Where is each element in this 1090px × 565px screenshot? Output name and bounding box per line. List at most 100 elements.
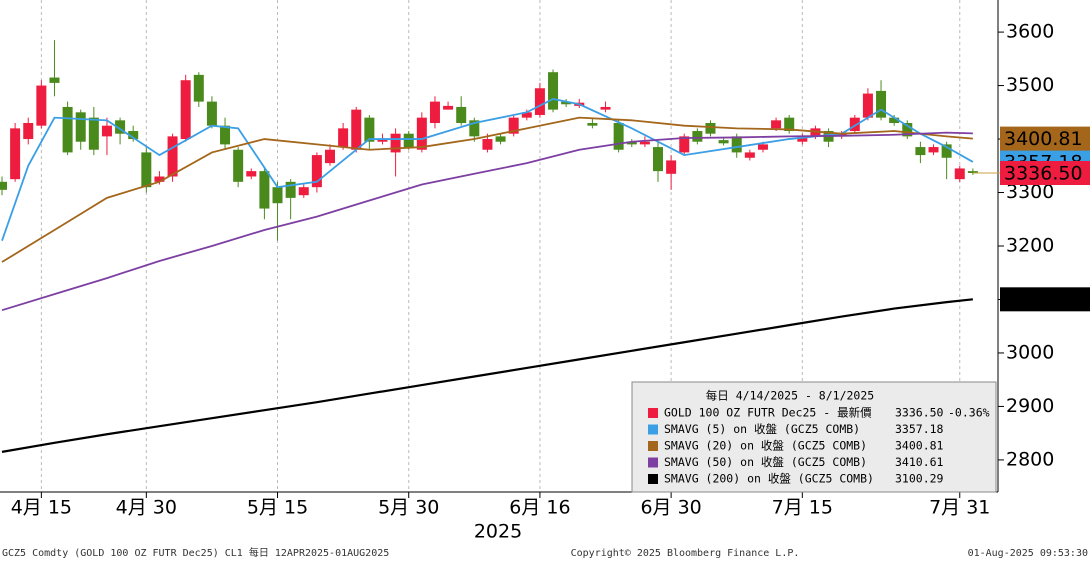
- value-tag-label: 3400.81: [1004, 128, 1083, 150]
- candle-body: [653, 147, 663, 172]
- candle-body: [469, 120, 480, 137]
- plot-area: [0, 40, 978, 453]
- candle-body: [626, 141, 637, 145]
- x-tick-label: 7月 15: [772, 497, 833, 519]
- candle-body: [154, 176, 165, 182]
- legend-swatch: [648, 474, 658, 484]
- value-tag: [1000, 161, 1090, 186]
- candle-body: [0, 181, 7, 190]
- legend-change: -0.36%: [948, 406, 990, 420]
- candle-body: [718, 140, 729, 144]
- legend-swatch: [648, 457, 658, 468]
- candle-body: [915, 147, 926, 156]
- legend-label: SMAVG (20) on 收盤 (GCZ5 COMB): [664, 439, 867, 453]
- x-tick-label: 5月 30: [378, 497, 439, 519]
- x-tick-label: 7月 31: [929, 497, 990, 519]
- candle-body: [141, 152, 152, 188]
- candle-body: [456, 106, 467, 123]
- moving-average-line: [1, 131, 973, 312]
- footer-center: Copyright© 2025 Bloomberg Finance L.P.: [571, 548, 800, 559]
- candle-body: [364, 117, 375, 142]
- legend-box: [631, 381, 997, 493]
- x-tick-label: 6月 16: [509, 497, 570, 519]
- candle-body: [259, 171, 270, 209]
- candle-body: [495, 136, 506, 142]
- candle-body: [679, 136, 690, 153]
- candle-body: [587, 123, 598, 126]
- candle-body: [889, 117, 900, 123]
- candle-body: [508, 117, 519, 134]
- x-tick-label: 4月 30: [116, 497, 177, 519]
- candle-body: [75, 112, 86, 142]
- legend-value: 3400.81: [895, 439, 944, 453]
- candle-body: [797, 136, 808, 142]
- value-tag-label: 3100.29: [1004, 289, 1083, 311]
- y-tick-label: 2800: [1006, 448, 1054, 470]
- x-tick-label: 4月 15: [11, 497, 72, 519]
- y-tick-label: 3200: [1006, 235, 1054, 257]
- candle-body: [62, 106, 73, 153]
- candle-body: [10, 128, 21, 180]
- footer-left: GCZ5 Comdty (GOLD 100 OZ FUTR Dec25) CL1…: [2, 546, 389, 559]
- candle-body: [849, 117, 860, 132]
- moving-average-line: [1, 116, 973, 263]
- candle-body: [862, 93, 873, 118]
- candle-body: [390, 133, 401, 153]
- candle-body: [639, 141, 650, 145]
- x-tick-label: 5月 15: [247, 497, 308, 519]
- candle-body: [206, 101, 217, 126]
- y-tick-label: 2900: [1006, 395, 1054, 417]
- value-tag-label: 3336.50: [1004, 163, 1083, 185]
- candle-body: [246, 171, 257, 177]
- candle-body: [377, 139, 388, 142]
- candle-body: [954, 168, 965, 180]
- value-tag: [1000, 287, 1090, 312]
- moving-average-line: [1, 97, 974, 241]
- candle-body: [744, 152, 755, 158]
- candle-body: [101, 125, 112, 137]
- legend-label: SMAVG (200) on 收盤 (GCZ5 COMB): [664, 472, 874, 486]
- legend-swatch: [648, 441, 658, 451]
- candle-body: [429, 101, 440, 123]
- candle-body: [272, 187, 283, 204]
- value-tag: [1000, 126, 1090, 151]
- y-tick-label: 3000: [1006, 341, 1054, 363]
- candle-body: [757, 144, 768, 150]
- candle-body: [115, 120, 126, 134]
- y-tick-label: 3500: [1006, 74, 1054, 96]
- candle-body: [416, 117, 427, 150]
- axes: 2800290030003100320033003400350036004月 1…: [11, 21, 1090, 519]
- x-axis-label: 2025: [474, 521, 522, 543]
- candle-body: [338, 128, 349, 148]
- candle-body: [928, 147, 939, 153]
- legend-value: 3336.50: [895, 406, 944, 420]
- candle-body: [784, 117, 795, 132]
- legend-value: 3100.29: [895, 472, 944, 486]
- candle-body: [613, 123, 624, 150]
- legend-label: GOLD 100 OZ FUTR Dec25 - 最新價: [664, 406, 872, 420]
- candle-body: [731, 136, 742, 153]
- footer-right: 01-Aug-2025 09:53:30: [968, 548, 1088, 559]
- candle-body: [285, 181, 296, 198]
- candle-body: [180, 80, 191, 140]
- candle-body: [443, 105, 454, 110]
- candle-body: [876, 90, 887, 118]
- candle-body: [534, 88, 545, 115]
- candle-body: [128, 131, 139, 140]
- candle-body: [311, 155, 322, 188]
- legend-value: 3410.61: [895, 455, 944, 469]
- candle-body: [902, 123, 913, 137]
- candle-body: [941, 144, 952, 158]
- legend: 每日 4/14/2025 - 8/1/2025 GOLD 100 OZ FUTR…: [631, 381, 997, 493]
- legend-swatch: [648, 408, 658, 418]
- candle-body: [771, 120, 782, 129]
- candle-body: [548, 72, 559, 110]
- candle-body: [233, 149, 244, 182]
- candle-body: [167, 136, 178, 177]
- candle-body: [23, 123, 34, 140]
- candle-body: [351, 109, 362, 150]
- candle-body: [298, 187, 309, 196]
- candle-body: [561, 101, 572, 105]
